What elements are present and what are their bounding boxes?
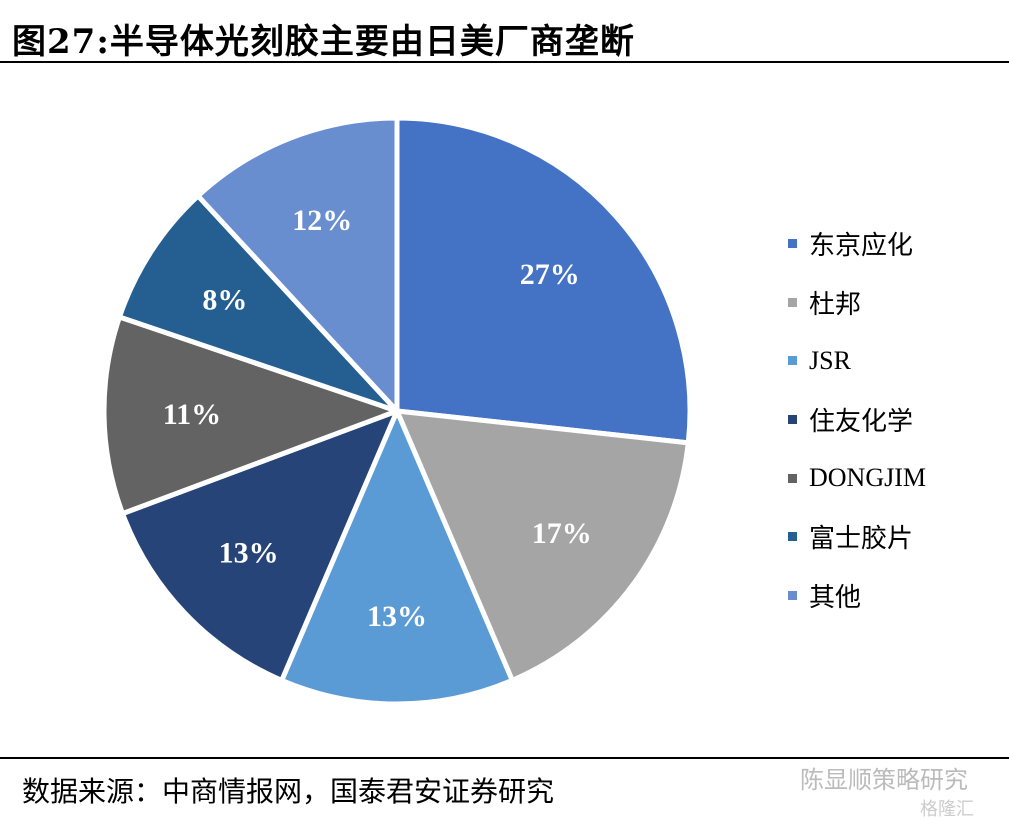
legend-item: 住友化学 [788,390,926,449]
legend-swatch [788,414,797,424]
legend-swatch [788,238,797,248]
pie-slice-1 [394,408,691,683]
legend-swatch [788,473,797,483]
pie-slice-4 [101,314,400,517]
watermark-account: 陈显顺策略研究 [800,766,968,794]
legend-label: 东京应化 [809,230,914,260]
legend-item: 其他 [788,566,926,625]
pie-slice-2 [279,408,515,707]
legend-item: 东京应化 [788,214,926,273]
legend-item: 富士胶片 [788,507,926,566]
data-label-0: 27% [520,258,580,291]
legend-swatch [788,297,797,307]
legend-label: 富士胶片 [809,524,914,554]
legend-label: JSR [809,345,851,375]
legend: 东京应化杜邦 JSR 住友化学 DONGJIM 富士胶片其他 [788,214,926,625]
pie-slice-3 [120,408,400,683]
legend-label: 住友化学 [809,406,914,436]
data-label-5: 8% [202,283,247,316]
data-label-6: 12% [292,204,352,237]
legend-label: DONGJIM [809,463,926,493]
data-label-2: 13% [367,600,427,633]
pie-slice-5 [116,193,400,414]
watermark-brand: 格隆汇 [920,799,974,820]
title-divider [0,61,1009,63]
pie-slice-0 [394,115,693,446]
data-label-4: 11% [163,398,221,431]
legend-label: 其他 [809,582,862,612]
chart-title: 图27:半导体光刻胶主要由日美厂商垄断 [12,22,635,62]
legend-item: DONGJIM [788,449,926,508]
legend-label: 杜邦 [809,289,862,319]
source-note: 数据来源：中商情报网，国泰君安证券研究 [22,775,555,808]
legend-item: 杜邦 [788,273,926,332]
data-label-3: 13% [219,537,279,570]
legend-item: JSR [788,331,926,390]
legend-swatch [788,590,797,600]
pie-slice-6 [195,115,400,414]
data-label-1: 17% [532,517,592,550]
legend-swatch [788,356,797,366]
legend-swatch [788,532,797,542]
footer-divider [0,757,1009,759]
